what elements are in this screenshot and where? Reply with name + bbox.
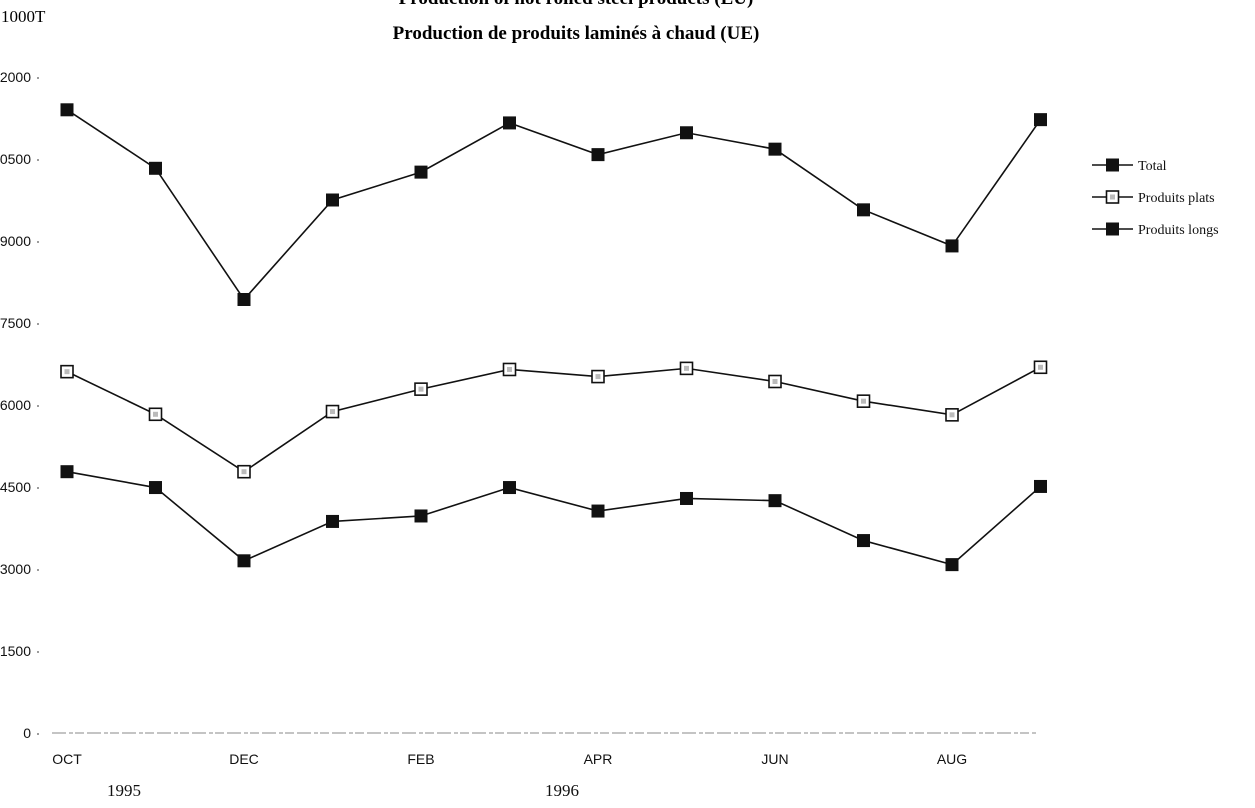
- data-point: [857, 534, 870, 548]
- data-point: [945, 558, 959, 572]
- legend-marker-fill: [1110, 194, 1115, 200]
- y-tick-label: 7500: [0, 315, 31, 331]
- legend-marker: [1106, 222, 1119, 236]
- x-tick-label: DEC: [229, 751, 259, 767]
- y-tick-mark: [37, 405, 39, 407]
- y-tick-mark: [37, 77, 39, 79]
- y-tick-label: 1500: [0, 643, 31, 659]
- data-point: [503, 116, 516, 130]
- data-point-fill: [1038, 364, 1043, 370]
- x-tick-label: JUN: [761, 751, 788, 767]
- y-tick-mark: [37, 241, 39, 243]
- x-tick-label: FEB: [407, 751, 434, 767]
- legend-marker: [1106, 158, 1119, 172]
- x-tick-label: APR: [584, 751, 613, 767]
- data-point: [237, 292, 251, 306]
- data-point-fill: [949, 412, 955, 418]
- series-total: [60, 103, 1047, 306]
- data-point: [237, 554, 251, 568]
- data-point: [60, 103, 74, 117]
- data-point: [945, 239, 959, 253]
- chart-title-french: Production de produits laminés à chaud (…: [393, 23, 760, 44]
- data-point: [414, 509, 428, 523]
- data-point: [503, 481, 516, 495]
- data-point-fill: [772, 378, 778, 384]
- y-tick-label: 4500: [0, 479, 31, 495]
- data-point: [591, 148, 605, 162]
- legend: Total Produits plats Produits longs: [1092, 158, 1219, 238]
- series-layer: [60, 103, 1048, 572]
- data-point: [680, 491, 693, 505]
- x-year-label: 1995: [107, 781, 141, 800]
- y-axis-ticks: 0 1500 3000 4500 6000 7500 9000 10500 12000: [0, 69, 39, 741]
- y-tick-label: 0: [23, 725, 31, 741]
- series-line: [66, 470, 1042, 566]
- y-tick-label: 3000: [0, 561, 31, 577]
- data-point: [149, 481, 162, 495]
- legend-item: Produits plats: [1092, 190, 1215, 206]
- y-tick-mark: [37, 733, 39, 735]
- series-line: [66, 366, 1041, 473]
- legend-item: Total: [1092, 158, 1167, 174]
- y-tick-mark: [37, 323, 39, 325]
- chart-title-english: Production of hot rolled steel products …: [399, 0, 754, 9]
- data-point-fill: [684, 365, 689, 371]
- data-point: [768, 142, 782, 156]
- legend-label: Produits longs: [1138, 223, 1219, 238]
- data-point: [149, 161, 162, 175]
- data-point-fill: [418, 386, 424, 392]
- y-tick-label: 10500: [0, 151, 31, 167]
- data-point-fill: [153, 411, 158, 417]
- data-point: [768, 494, 782, 508]
- data-point-fill: [507, 366, 512, 372]
- y-axis-unit-label: 1000T: [1, 7, 46, 26]
- x-axis: OCT DEC FEB APR JUN AUG 1995 1996: [52, 732, 1036, 800]
- data-point-fill: [64, 369, 70, 375]
- data-point-fill: [330, 409, 335, 415]
- data-point: [326, 514, 339, 528]
- y-tick-mark: [37, 159, 39, 161]
- series-line: [66, 109, 1042, 301]
- legend-item: Produits longs: [1092, 222, 1219, 238]
- data-point: [857, 203, 870, 217]
- y-tick-label: 12000: [0, 69, 31, 85]
- x-year-label: 1996: [545, 781, 579, 800]
- x-tick-label: OCT: [52, 751, 82, 767]
- data-point: [680, 126, 693, 140]
- data-point: [1034, 479, 1047, 493]
- data-point: [60, 465, 74, 479]
- x-tick-label: AUG: [937, 751, 967, 767]
- data-point-fill: [861, 398, 866, 404]
- data-point-fill: [595, 374, 601, 380]
- y-tick-mark: [37, 569, 39, 571]
- series-produits-plats: [60, 360, 1048, 479]
- data-point: [326, 193, 339, 207]
- y-tick-mark: [37, 651, 39, 653]
- data-point: [1034, 113, 1047, 127]
- data-point: [591, 504, 605, 518]
- y-tick-label: 9000: [0, 233, 31, 249]
- data-point: [414, 165, 428, 179]
- y-tick-label: 6000: [0, 397, 31, 413]
- legend-label: Produits plats: [1138, 191, 1215, 206]
- legend-label: Total: [1138, 159, 1167, 174]
- data-point-fill: [241, 469, 247, 475]
- y-tick-mark: [37, 487, 39, 489]
- series-produits-longs: [60, 465, 1047, 572]
